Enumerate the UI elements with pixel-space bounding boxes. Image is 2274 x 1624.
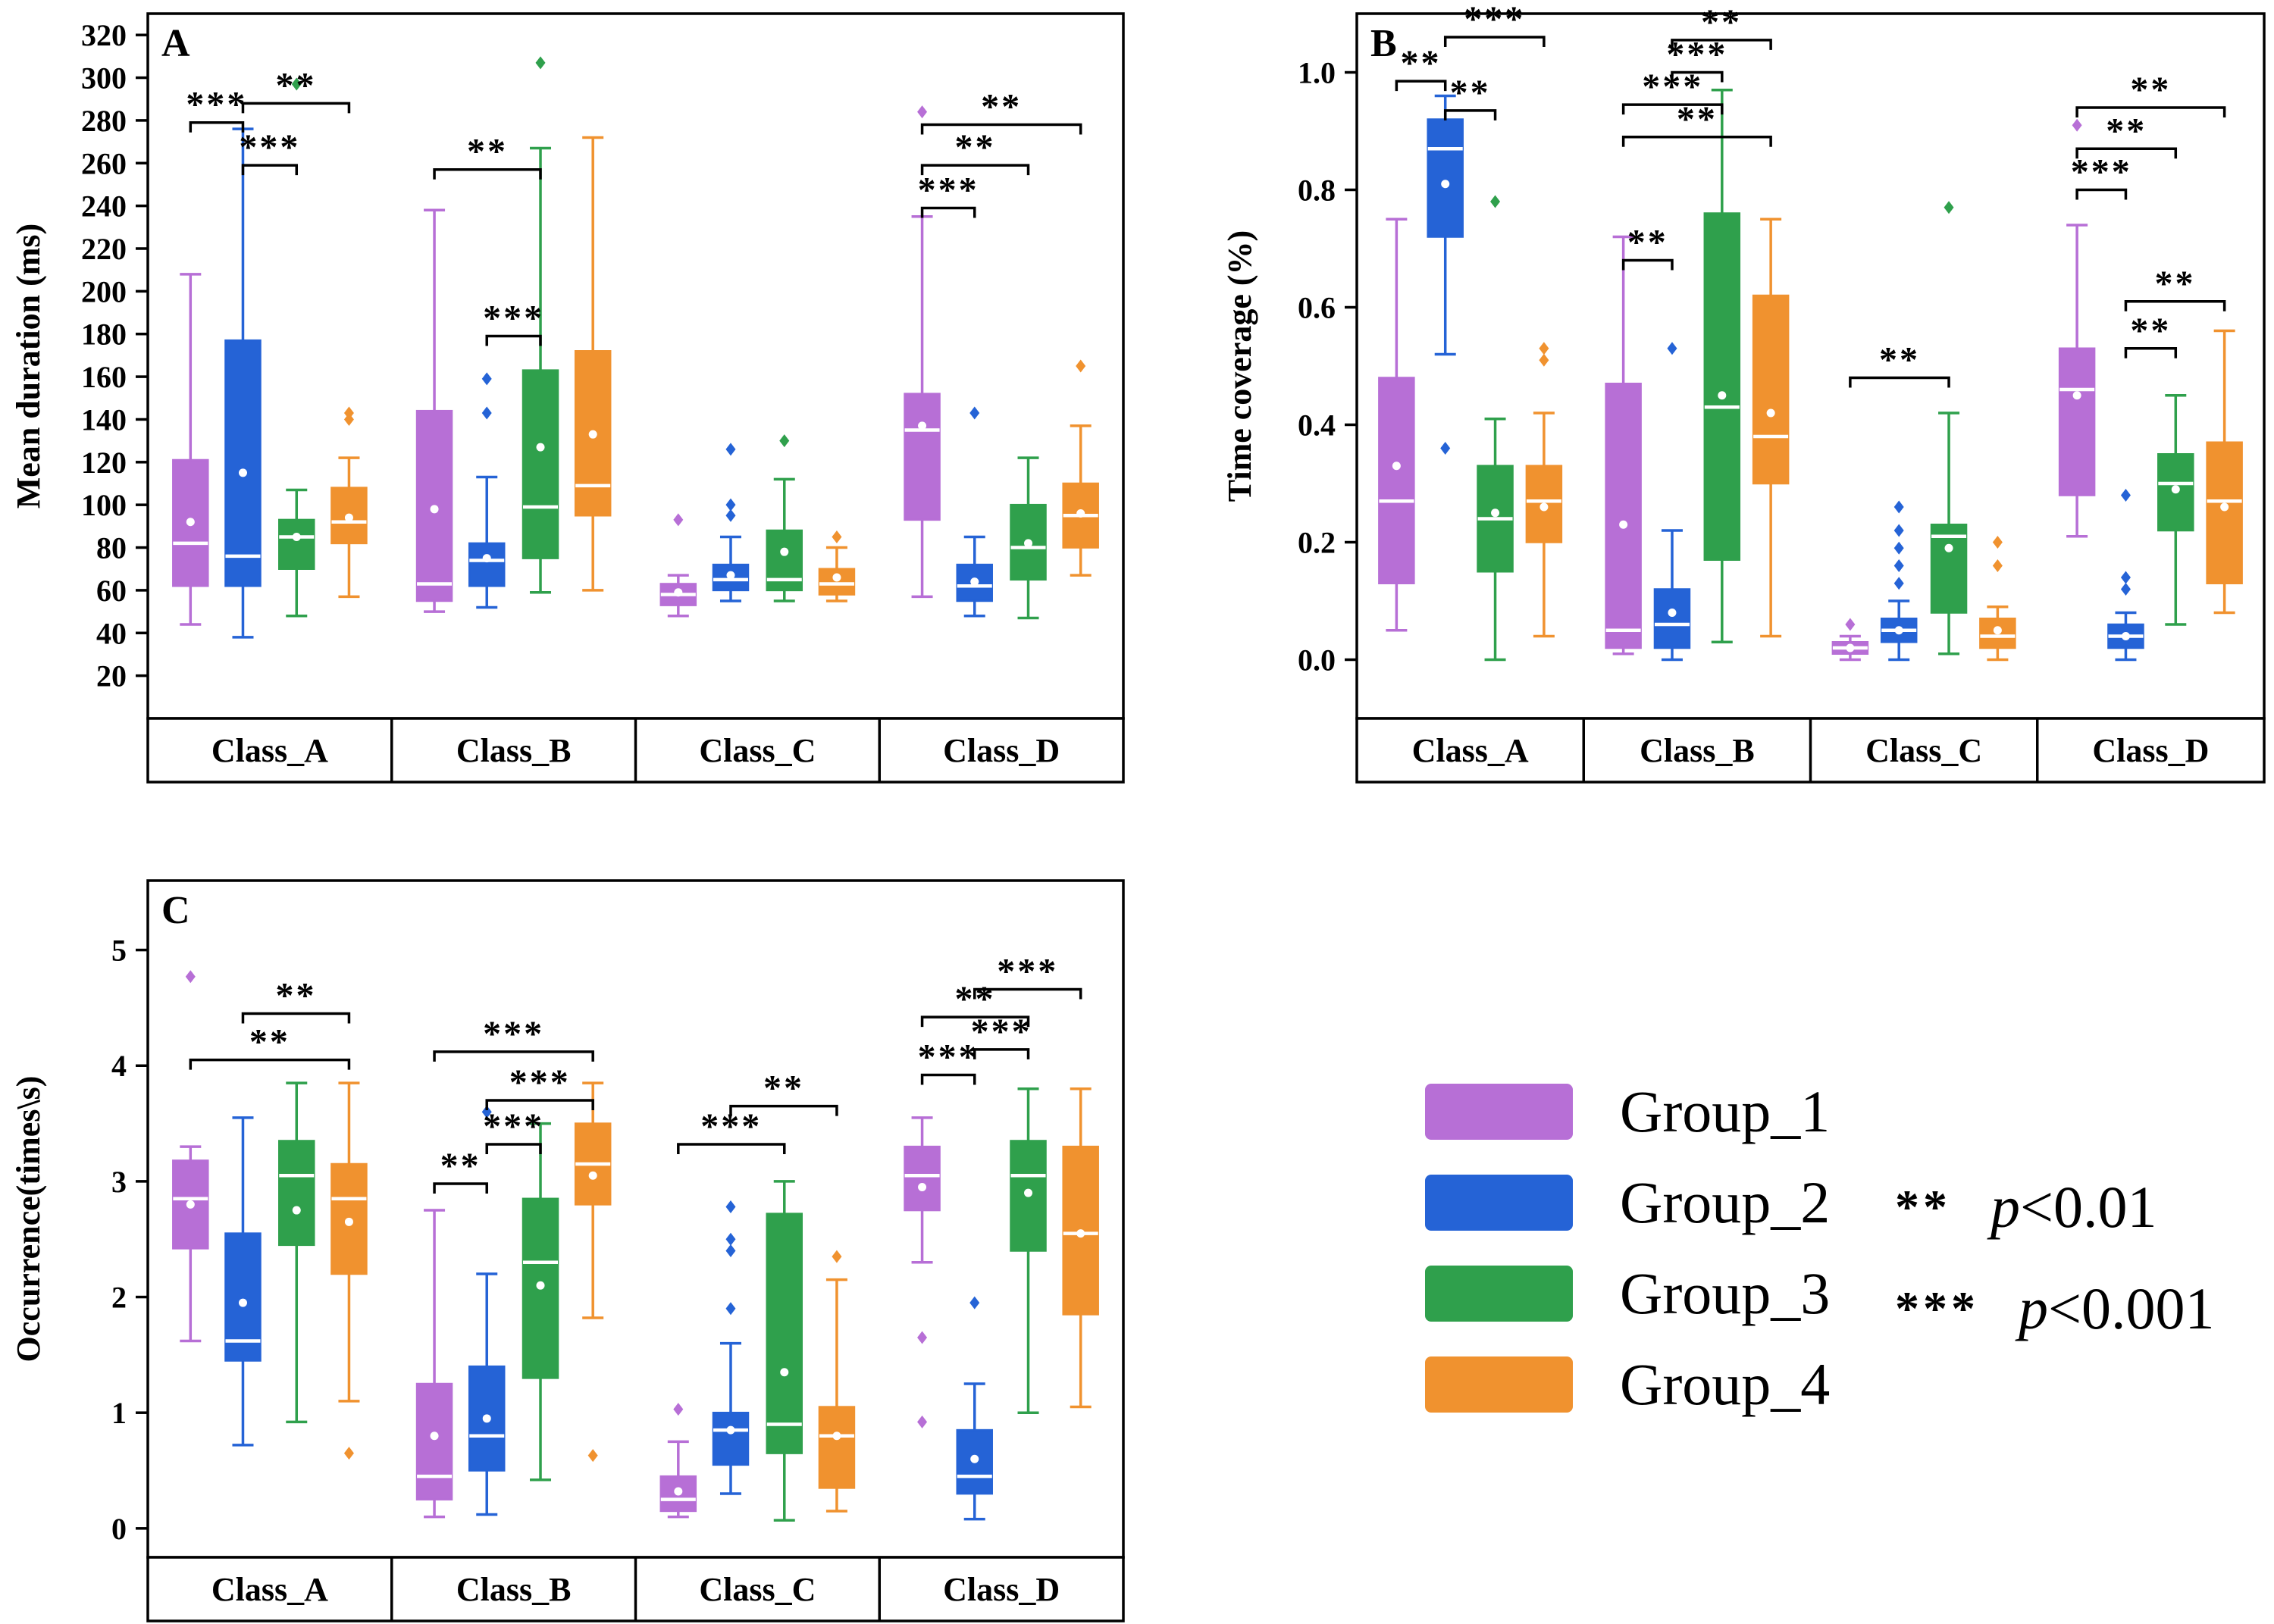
legend: Group_1 Group_2 Group_3 Group_4 (1425, 1082, 1830, 1414)
p-value-001-text: p<0.01 (1991, 1174, 2157, 1240)
svg-text:2: 2 (111, 1281, 127, 1315)
svg-text:Class_C: Class_C (699, 732, 816, 769)
svg-text:300: 300 (81, 61, 127, 95)
significance-row-p01: ** p<0.01 (1895, 1173, 2215, 1241)
svg-text:***: *** (483, 299, 544, 339)
svg-text:Class_B: Class_B (1640, 732, 1755, 769)
group-4-swatch (1425, 1356, 1573, 1413)
svg-text:Class_B: Class_B (456, 1571, 572, 1608)
svg-text:Class_C: Class_C (1865, 732, 1982, 769)
svg-text:0.8: 0.8 (1298, 174, 1336, 208)
svg-text:**: ** (2155, 264, 2196, 304)
svg-text:A: A (161, 22, 190, 65)
svg-text:0.0: 0.0 (1298, 643, 1336, 677)
svg-text:**: ** (440, 1146, 481, 1186)
svg-text:Class_A: Class_A (211, 732, 328, 769)
double-asterisk-symbol: ** (1895, 1180, 1951, 1234)
svg-text:**: ** (955, 979, 996, 1019)
svg-text:**: ** (467, 132, 508, 172)
svg-text:**: ** (955, 127, 996, 167)
svg-text:***: *** (186, 85, 247, 125)
svg-text:5: 5 (111, 934, 127, 968)
svg-text:**: ** (1879, 340, 1920, 380)
svg-text:Class_C: Class_C (699, 1571, 816, 1608)
svg-text:Class_A: Class_A (211, 1571, 328, 1608)
svg-text:Class_B: Class_B (456, 732, 572, 769)
group-4-label: Group_4 (1620, 1351, 1831, 1417)
svg-text:4: 4 (111, 1049, 127, 1083)
svg-text:3: 3 (111, 1165, 127, 1199)
svg-text:260: 260 (81, 146, 127, 180)
svg-text:0.4: 0.4 (1298, 408, 1336, 443)
svg-text:***: *** (918, 170, 979, 210)
svg-text:***: *** (239, 127, 300, 167)
svg-text:320: 320 (81, 18, 127, 52)
svg-text:0.6: 0.6 (1298, 291, 1336, 325)
svg-text:1.0: 1.0 (1298, 56, 1336, 90)
svg-text:180: 180 (81, 318, 127, 352)
legend-item-group-1: Group_1 (1425, 1082, 1830, 1141)
svg-text:0: 0 (111, 1512, 127, 1546)
group-1-label: Group_1 (1620, 1078, 1831, 1144)
group-3-label: Group_3 (1620, 1260, 1831, 1326)
svg-text:***: *** (483, 1106, 544, 1147)
svg-text:20: 20 (96, 659, 127, 693)
svg-text:**: ** (2106, 111, 2147, 151)
svg-text:***: *** (2071, 152, 2132, 192)
svg-text:200: 200 (81, 274, 127, 308)
svg-text:40: 40 (96, 616, 127, 650)
svg-text:120: 120 (81, 446, 127, 480)
panel-c-boxplot: 0 1 2 3 4 5 Occurrence(times\s) C Class_A Class_B… (10, 879, 1125, 1622)
svg-text:Class_D: Class_D (943, 1571, 1060, 1608)
svg-text:**: ** (1401, 43, 1442, 83)
svg-text:***: *** (509, 1062, 571, 1103)
panel-b-boxplot: 0.0 0.2 0.4 0.6 0.8 1.0 Time coverage (%) B Clas… (1221, 0, 2266, 784)
svg-text:Time coverage (%): Time coverage (%) (1221, 230, 1258, 502)
svg-text:**: ** (2130, 70, 2171, 110)
group-2-swatch (1425, 1175, 1573, 1231)
svg-text:**: ** (275, 65, 316, 105)
svg-text:220: 220 (81, 232, 127, 266)
svg-text:0.2: 0.2 (1298, 526, 1336, 560)
svg-text:100: 100 (81, 488, 127, 522)
svg-text:**: ** (1627, 223, 1668, 263)
significance-legend: ** p<0.01 *** p<0.001 (1895, 1173, 2215, 1343)
svg-text:1: 1 (111, 1396, 127, 1430)
panel-a-boxplot: 20 40 60 80 100 120 140 160 180 200 220 240 260 280 30… (10, 12, 1125, 784)
svg-text:**: ** (981, 87, 1022, 127)
svg-text:***: *** (483, 1014, 544, 1054)
svg-text:C: C (161, 889, 190, 932)
svg-text:60: 60 (96, 574, 127, 608)
svg-text:**: ** (249, 1022, 290, 1062)
svg-text:280: 280 (81, 104, 127, 138)
svg-text:***: *** (1464, 0, 1525, 39)
svg-text:Class_A: Class_A (1412, 732, 1529, 769)
p-value-0001-text: p<0.001 (2019, 1275, 2215, 1341)
group-3-swatch (1425, 1266, 1573, 1322)
svg-text:Occurrence(times\s): Occurrence(times\s) (10, 1076, 47, 1363)
group-1-swatch (1425, 1084, 1573, 1140)
svg-text:140: 140 (81, 402, 127, 437)
triple-asterisk-symbol: *** (1895, 1281, 1979, 1335)
legend-item-group-4: Group_4 (1425, 1355, 1830, 1414)
svg-text:Mean duration (ms): Mean duration (ms) (10, 224, 47, 508)
svg-text:**: ** (1450, 73, 1491, 113)
svg-text:**: ** (275, 976, 316, 1016)
svg-text:80: 80 (96, 531, 127, 565)
significance-row-p001: *** p<0.001 (1895, 1275, 2215, 1343)
svg-text:160: 160 (81, 360, 127, 394)
svg-text:240: 240 (81, 189, 127, 224)
svg-text:**: ** (763, 1069, 804, 1109)
svg-text:**: ** (1701, 2, 1742, 42)
svg-text:***: *** (997, 951, 1058, 991)
svg-text:***: *** (918, 1037, 979, 1077)
group-2-label: Group_2 (1620, 1169, 1831, 1235)
svg-text:Class_D: Class_D (943, 732, 1060, 769)
legend-item-group-2: Group_2 (1425, 1173, 1830, 1232)
svg-text:B: B (1370, 22, 1397, 65)
svg-text:Class_D: Class_D (2092, 732, 2209, 769)
legend-item-group-3: Group_3 (1425, 1264, 1830, 1323)
svg-text:**: ** (2130, 311, 2171, 351)
